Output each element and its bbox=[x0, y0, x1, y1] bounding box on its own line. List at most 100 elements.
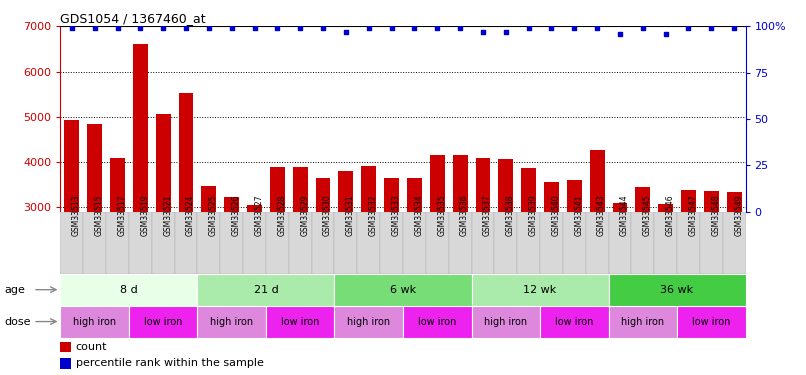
Text: GSM33547: GSM33547 bbox=[688, 194, 697, 236]
Bar bbox=[430, 155, 445, 343]
Bar bbox=[472, 306, 540, 338]
Text: GSM33519: GSM33519 bbox=[140, 194, 149, 236]
Text: GSM33513: GSM33513 bbox=[72, 194, 81, 236]
Bar bbox=[426, 212, 449, 274]
Point bbox=[430, 25, 443, 31]
Text: GSM33545: GSM33545 bbox=[643, 194, 652, 236]
Bar bbox=[316, 178, 330, 343]
Text: GSM33549: GSM33549 bbox=[734, 194, 743, 236]
Text: GSM33540: GSM33540 bbox=[551, 194, 560, 236]
Bar bbox=[613, 203, 627, 343]
Text: GSM33515: GSM33515 bbox=[94, 194, 104, 236]
Text: GDS1054 / 1367460_at: GDS1054 / 1367460_at bbox=[60, 12, 206, 25]
Bar bbox=[453, 155, 467, 343]
Bar bbox=[563, 212, 586, 274]
Bar bbox=[494, 212, 517, 274]
Text: low iron: low iron bbox=[418, 316, 456, 327]
Text: dose: dose bbox=[4, 316, 31, 327]
Text: 21 d: 21 d bbox=[254, 285, 278, 295]
Text: low iron: low iron bbox=[692, 316, 730, 327]
Text: GSM33517: GSM33517 bbox=[118, 194, 127, 236]
Text: low iron: low iron bbox=[144, 316, 182, 327]
Text: high iron: high iron bbox=[73, 316, 116, 327]
Text: GSM33544: GSM33544 bbox=[620, 194, 629, 236]
Bar bbox=[700, 212, 723, 274]
Bar bbox=[293, 166, 308, 343]
Point bbox=[728, 25, 741, 31]
Bar bbox=[334, 306, 403, 338]
Bar bbox=[202, 186, 216, 343]
Text: GSM33528: GSM33528 bbox=[277, 194, 286, 236]
Point bbox=[134, 25, 147, 31]
Bar bbox=[175, 212, 197, 274]
Bar bbox=[403, 306, 472, 338]
Bar bbox=[540, 306, 609, 338]
Bar bbox=[243, 212, 266, 274]
Point bbox=[591, 25, 604, 31]
Bar bbox=[586, 212, 609, 274]
Point bbox=[271, 25, 284, 31]
Text: age: age bbox=[4, 285, 25, 295]
Bar bbox=[449, 212, 472, 274]
Point bbox=[613, 31, 626, 37]
Point bbox=[567, 25, 580, 31]
Bar bbox=[727, 192, 742, 343]
Text: GSM33538: GSM33538 bbox=[506, 194, 515, 236]
Point bbox=[202, 25, 215, 31]
Text: GSM33546: GSM33546 bbox=[666, 194, 675, 236]
Bar bbox=[357, 212, 380, 274]
Bar bbox=[179, 93, 193, 343]
Bar bbox=[266, 306, 334, 338]
Point bbox=[317, 25, 330, 31]
Bar bbox=[472, 212, 494, 274]
Bar bbox=[197, 274, 334, 306]
Bar bbox=[197, 212, 220, 274]
Point bbox=[704, 25, 717, 31]
Text: high iron: high iron bbox=[210, 316, 253, 327]
Bar bbox=[152, 212, 175, 274]
Bar bbox=[64, 120, 79, 343]
Text: high iron: high iron bbox=[484, 316, 527, 327]
Bar bbox=[60, 212, 746, 274]
Bar bbox=[60, 358, 71, 369]
Bar bbox=[590, 150, 604, 343]
Point bbox=[522, 25, 535, 31]
Point bbox=[111, 25, 124, 31]
Text: high iron: high iron bbox=[347, 316, 390, 327]
Bar bbox=[544, 182, 559, 343]
Text: GSM33527: GSM33527 bbox=[255, 194, 264, 236]
Text: GSM33548: GSM33548 bbox=[711, 194, 721, 236]
Bar bbox=[60, 306, 129, 338]
Bar bbox=[129, 306, 197, 338]
Point bbox=[682, 25, 695, 31]
Point bbox=[545, 25, 558, 31]
Bar bbox=[517, 212, 540, 274]
Bar bbox=[270, 166, 285, 343]
Text: 8 d: 8 d bbox=[120, 285, 138, 295]
Point bbox=[476, 29, 489, 35]
Bar bbox=[384, 178, 399, 343]
Bar bbox=[361, 166, 376, 343]
Bar bbox=[677, 306, 746, 338]
Bar bbox=[87, 124, 102, 343]
Bar bbox=[266, 212, 289, 274]
Text: GSM33531: GSM33531 bbox=[346, 194, 355, 236]
Bar bbox=[609, 306, 677, 338]
Text: GSM33537: GSM33537 bbox=[483, 194, 492, 236]
Bar bbox=[521, 168, 536, 343]
Point bbox=[499, 29, 512, 35]
Bar bbox=[224, 197, 239, 343]
Bar bbox=[540, 212, 563, 274]
Bar bbox=[476, 158, 490, 343]
Bar bbox=[133, 44, 147, 343]
Point bbox=[408, 25, 421, 31]
Text: GSM33521: GSM33521 bbox=[163, 194, 172, 236]
Text: high iron: high iron bbox=[621, 316, 664, 327]
Bar bbox=[110, 158, 125, 343]
Text: GSM33529: GSM33529 bbox=[300, 194, 310, 236]
Bar bbox=[681, 190, 696, 343]
Bar bbox=[472, 274, 609, 306]
Bar bbox=[609, 212, 631, 274]
Text: low iron: low iron bbox=[281, 316, 319, 327]
Point bbox=[156, 25, 169, 31]
